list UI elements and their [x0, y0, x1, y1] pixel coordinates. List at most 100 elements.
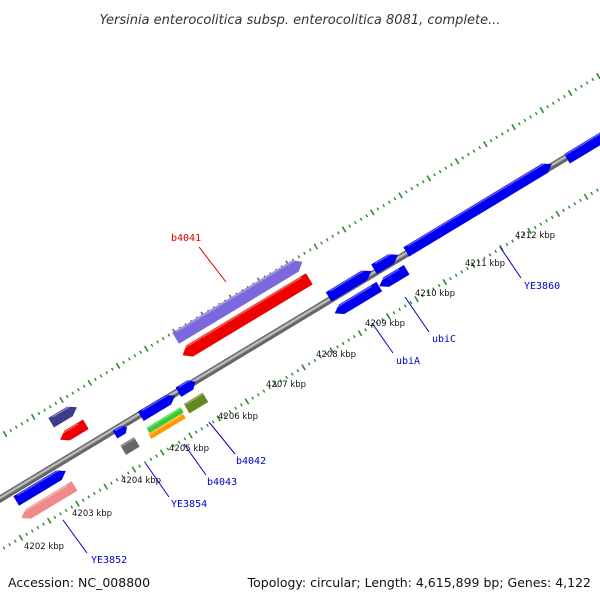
gene-label-ubic[interactable]: ubiC: [432, 334, 456, 345]
feature-f10[interactable]: [175, 377, 199, 397]
gene-label-b4043[interactable]: b4043: [207, 477, 237, 488]
minor-tick: [149, 457, 153, 462]
minor-tick: [574, 88, 578, 92]
minor-tick: [477, 259, 481, 264]
minor-tick: [36, 525, 40, 530]
minor-tick: [376, 207, 380, 211]
minor-tick: [303, 251, 306, 255]
major-tick: [188, 432, 193, 439]
minor-tick: [150, 343, 154, 348]
summary-text: Topology: circular; Length: 4,615,899 bp…: [247, 575, 591, 590]
minor-tick: [450, 163, 453, 167]
minor-tick: [166, 447, 170, 451]
minor-tick: [494, 249, 498, 254]
gene-label-ye3854[interactable]: YE3854: [171, 499, 207, 510]
feature-f4[interactable]: [57, 419, 89, 445]
minor-tick: [551, 101, 555, 105]
leader-line: [183, 443, 207, 476]
minor-tick: [285, 375, 288, 380]
major-tick: [341, 226, 347, 233]
feature-f5[interactable]: [112, 424, 130, 439]
minor-tick: [111, 367, 114, 371]
feature-f12[interactable]: [172, 256, 305, 344]
feature-f18[interactable]: [403, 159, 554, 257]
major-tick: [555, 210, 561, 218]
kbp-label: 4211 kbp: [465, 259, 505, 269]
minor-tick: [354, 220, 357, 225]
leader-line: [62, 519, 88, 554]
minor-tick: [64, 508, 68, 513]
feature-f14[interactable]: [325, 266, 374, 302]
feature-f19[interactable]: [564, 132, 600, 164]
kbp-label: 4203 kbp: [72, 509, 112, 519]
minor-tick: [591, 77, 595, 82]
minor-tick: [579, 198, 582, 202]
minor-tick: [533, 225, 537, 230]
feature-f8[interactable]: [146, 407, 184, 433]
minor-tick: [122, 360, 126, 365]
feature-f3[interactable]: [48, 403, 79, 428]
leader-line: [499, 246, 522, 279]
feature-f11[interactable]: [183, 392, 209, 414]
gene-label-b4042[interactable]: b4042: [236, 456, 266, 467]
minor-tick: [297, 255, 301, 259]
minor-tick: [172, 444, 175, 448]
minor-tick: [387, 200, 391, 204]
major-tick: [115, 362, 121, 369]
feature-f6[interactable]: [120, 437, 140, 455]
minor-tick: [82, 384, 86, 388]
minor-tick: [482, 256, 486, 260]
feature-f13[interactable]: [179, 273, 313, 361]
minor-tick: [585, 81, 589, 85]
gene-label-ye3852[interactable]: YE3852: [91, 555, 127, 566]
minor-tick: [409, 300, 413, 305]
feature-f16[interactable]: [371, 250, 401, 274]
kbp-label: 4202 kbp: [24, 542, 64, 552]
minor-tick: [234, 406, 238, 410]
minor-tick: [420, 294, 424, 298]
gene-label-ye3860[interactable]: YE3860: [524, 281, 560, 292]
minor-tick: [43, 408, 46, 412]
minor-tick: [26, 418, 29, 423]
kbp-label: 4212 kbp: [515, 231, 555, 241]
minor-tick: [177, 440, 181, 444]
major-tick: [272, 381, 278, 388]
minor-tick: [48, 405, 52, 409]
feature-track: [13, 132, 600, 522]
minor-tick: [93, 491, 96, 496]
minor-tick: [115, 478, 119, 482]
feature-f1[interactable]: [13, 466, 68, 506]
minor-tick: [438, 169, 442, 174]
gene-label-b4041[interactable]: b4041: [171, 233, 201, 244]
gene-label-ubia[interactable]: ubiA: [396, 356, 420, 367]
feature-f15[interactable]: [332, 281, 383, 318]
minor-tick: [546, 105, 549, 109]
kbp-label: 4209 kbp: [365, 319, 405, 329]
minor-tick: [545, 219, 548, 223]
minor-tick: [381, 317, 385, 322]
minor-tick: [393, 197, 397, 201]
minor-tick: [262, 389, 266, 393]
minor-tick: [516, 236, 520, 240]
minor-tick: [495, 135, 499, 140]
feature-f9[interactable]: [148, 413, 186, 439]
minor-tick: [353, 334, 356, 339]
minor-tick: [81, 498, 85, 502]
minor-tick: [105, 370, 109, 375]
minor-tick: [296, 369, 300, 373]
major-tick: [454, 158, 460, 165]
major-tick: [329, 347, 335, 354]
minor-tick: [313, 358, 317, 363]
minor-tick: [167, 333, 171, 337]
feature-f2[interactable]: [19, 481, 78, 522]
minor-tick: [307, 362, 311, 366]
minor-tick: [77, 388, 80, 392]
minor-tick: [206, 423, 209, 427]
major-tick: [59, 396, 64, 404]
feature-f7[interactable]: [138, 391, 178, 422]
minor-tick: [279, 379, 283, 383]
minor-tick: [505, 242, 509, 247]
minor-tick: [99, 374, 103, 378]
feature-f17[interactable]: [376, 265, 410, 291]
